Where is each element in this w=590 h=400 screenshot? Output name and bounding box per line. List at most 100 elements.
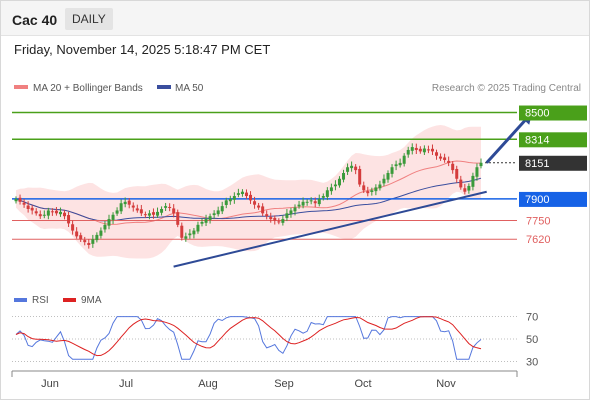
candle-body	[366, 191, 370, 194]
candle-body	[321, 196, 325, 198]
rsi-line	[15, 316, 482, 360]
candle-body	[463, 188, 467, 192]
candle-body	[447, 160, 451, 163]
support-trendline	[173, 190, 487, 268]
timeframe-button[interactable]: DAILY	[65, 8, 113, 30]
candle-body	[273, 217, 277, 221]
candle-body	[200, 221, 204, 224]
candle-body	[63, 212, 67, 217]
candle-body	[131, 205, 135, 208]
candle-body	[430, 148, 434, 152]
candle-body	[333, 184, 337, 187]
chart-canvas: MA 20 + Bollinger Bands MA 50 Research ©…	[11, 83, 587, 390]
candle-body	[22, 202, 26, 205]
candle-body	[374, 187, 378, 192]
candle-body	[249, 194, 253, 201]
ma20-swatch	[14, 85, 28, 89]
candle-body	[236, 193, 240, 195]
candle-body	[342, 173, 346, 180]
rsi-tick-label: 70	[526, 312, 538, 324]
level-label-7620: 7620	[526, 234, 550, 246]
candle-body	[232, 196, 236, 200]
candle-body	[350, 165, 354, 169]
bollinger-band	[16, 125, 481, 259]
level-label-7750: 7750	[526, 216, 550, 228]
candle-body	[26, 205, 30, 209]
candle-body	[42, 214, 46, 216]
candle-body	[204, 219, 208, 223]
candle-body	[240, 191, 244, 195]
candle-body	[58, 211, 62, 215]
candle-body	[216, 210, 220, 215]
candle-body	[184, 236, 188, 239]
x-tick-label-jul: Jul	[119, 378, 133, 390]
candle-body	[269, 217, 273, 220]
level-tag-8500	[519, 105, 587, 121]
candle-body	[139, 209, 143, 214]
candle-body	[354, 166, 358, 171]
candle-body	[115, 210, 119, 214]
candle-body	[244, 192, 248, 197]
x-tick-label-sep: Sep	[274, 378, 294, 390]
candle-body	[192, 230, 196, 235]
candle-body	[309, 200, 313, 202]
level-label-8314: 8314	[525, 134, 549, 146]
candle-body	[305, 201, 309, 203]
candle-body	[358, 168, 362, 185]
candle-body	[172, 208, 176, 214]
level-tag-7900	[519, 191, 587, 207]
candle-body	[337, 178, 341, 186]
candle-body	[147, 213, 151, 216]
candle-body	[111, 214, 115, 220]
candle-body	[103, 224, 107, 230]
candle-body	[281, 219, 285, 223]
ma9-swatch	[63, 298, 76, 302]
candle-body	[406, 149, 410, 155]
x-axis: Jun Jul Aug Sep Oct Nov	[11, 370, 518, 390]
x-tick-label-nov: Nov	[436, 378, 456, 390]
symbol-title: Cac 40	[12, 12, 58, 28]
source-label: Research © 2025 Trading Central	[432, 83, 581, 94]
rsi-plot: 30 50 70	[12, 312, 538, 368]
candle-body	[285, 213, 289, 218]
candle-body	[414, 147, 418, 150]
candle-body	[293, 207, 297, 212]
candle-body	[394, 164, 398, 167]
candle-body	[378, 184, 382, 189]
projection-arrow	[485, 111, 534, 164]
ma20-legend-label: MA 20 + Bollinger Bands	[33, 83, 143, 94]
candle-body	[220, 206, 224, 212]
x-tick-label-oct: Oct	[354, 378, 371, 390]
x-tick-label-jun: Jun	[41, 378, 59, 390]
candle-body	[18, 197, 22, 202]
candle-body	[212, 213, 216, 216]
candle-body	[67, 215, 71, 224]
candle-body	[91, 239, 95, 244]
candle-body	[224, 200, 228, 205]
candle-body	[119, 203, 123, 212]
candle-body	[317, 198, 321, 205]
ma50-swatch	[157, 85, 171, 89]
candle-body	[301, 201, 305, 206]
level-tags: 8500 8314 8151 7900 7750 7620	[519, 105, 587, 246]
candle-body	[30, 207, 34, 211]
candle-body	[180, 225, 184, 238]
candle-body	[253, 201, 257, 205]
rsi-legend: RSI 9MA	[14, 295, 102, 306]
candle-body	[87, 242, 91, 245]
candle-body	[422, 148, 426, 153]
candle-body	[46, 210, 50, 216]
candle-body	[426, 149, 430, 151]
candle-body	[402, 155, 406, 164]
candle-body	[176, 212, 180, 225]
candle-body	[50, 211, 54, 213]
candle-body	[418, 148, 422, 152]
candle-body	[382, 178, 386, 184]
candle-body	[386, 173, 390, 180]
candle-body	[123, 201, 127, 205]
candle-body	[164, 206, 168, 208]
candle-body	[459, 179, 463, 188]
candle-body	[455, 168, 459, 179]
rsi-ma-line	[15, 316, 482, 357]
